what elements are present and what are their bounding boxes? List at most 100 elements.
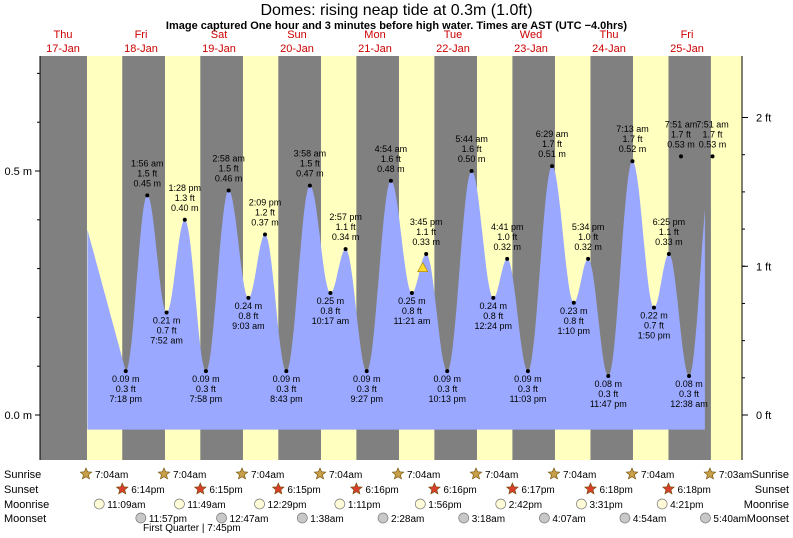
day-of-week-label: Mon [364,29,385,41]
extreme-m-label: 0.45 m [134,178,162,188]
tide-extreme-point [388,178,393,183]
date-label: 17-Jan [46,43,80,55]
sunset-icon [505,482,519,495]
extreme-time-label: 9:03 am [232,321,265,331]
sunset-icon [271,482,285,495]
extreme-ft-label: 1.5 ft [137,168,158,178]
day-of-week-label: Thu [600,29,619,41]
moonset-icon [539,512,550,524]
tide-extreme-point [328,291,333,295]
moonset-icon [458,512,470,524]
sunrise-time: 7:04am [485,470,518,481]
moonrise-time: 1:11pm [348,500,381,511]
extreme-time-label: 1:28 pm [169,183,202,193]
moonset-time: 3:18am [472,514,505,525]
extreme-time-label: 9:27 pm [350,394,383,404]
tide-extreme-point [284,369,289,374]
moonrise-time: 3:31pm [589,500,622,511]
moonset-icon [700,512,711,524]
extreme-m-label: 0.32 m [493,242,521,252]
extreme-time-label: 2:09 pm [249,197,282,207]
sunset-time: 6:17pm [521,485,554,496]
extreme-ft-label: 1.1 ft [416,227,437,237]
extreme-m-label: 0.09 m [433,374,461,384]
sunrise-icon [547,467,561,480]
moonrise-icon [495,498,507,510]
extreme-ft-label: 0.3 ft [679,389,700,399]
sunrise-icon [625,467,639,480]
tide-extreme-point [666,251,671,256]
extreme-ft-label: 1.6 ft [381,154,402,164]
tide-extreme-point [262,232,267,237]
sunset-icon [193,482,207,495]
extreme-m-label: 0.53 m [667,139,695,149]
day-of-week-label: Sat [211,29,228,41]
extreme-ft-label: 0.8 ft [238,311,259,321]
extreme-m-label: 0.24 m [480,301,508,311]
extreme-ft-label: 0.3 ft [357,384,378,394]
tide-extreme-point [586,256,591,261]
tide-extreme-point [343,247,348,252]
tide-extreme-point [364,369,369,374]
extreme-time-label: 1:50 pm [638,331,671,341]
extreme-time-label: 7:51 am [696,119,729,129]
moon-phase-label: First Quarter | 7:45pm [143,523,241,534]
moonrise-icon [414,498,426,510]
tide-extreme-point [226,188,231,193]
moonset-time: 1:38am [310,514,343,525]
tide-extreme-point [424,251,429,256]
extreme-time-label: 10:17 am [312,316,350,326]
tide-extreme-point [630,159,635,164]
tide-extreme-point [182,217,187,222]
sunset-time: 6:15pm [287,485,320,496]
sunset-row-label-right: Sunset [755,484,789,496]
extreme-ft-label: 1.3 ft [175,193,196,203]
sunrise-icon [313,467,327,480]
day-of-week-label: Fri [681,29,694,41]
sunrise-row-label-right: Sunrise [752,469,789,481]
tide-extreme-point [123,369,128,374]
extreme-ft-label: 0.3 ft [437,384,458,394]
tide-extreme-point [246,295,251,300]
tide-extreme-point [651,305,656,310]
moonset-time: 5:40am [713,514,746,525]
extreme-time-label: 2:58 am [212,154,245,164]
tide-extreme-point [491,295,496,300]
tide-extreme-point [571,300,576,305]
extreme-ft-label: 1.0 ft [497,232,518,242]
extreme-ft-label: 0.3 ft [276,384,297,394]
extreme-m-label: 0.46 m [215,174,243,184]
moonrise-row-label-right: Moonrise [744,499,789,511]
sunrise-time: 7:03am [719,470,752,481]
extreme-ft-label: 1.5 ft [219,164,240,174]
sunrise-time: 7:04am [329,470,362,481]
extreme-time-label: 12:38 am [670,399,708,409]
extreme-time-label: 7:13 am [616,124,649,134]
extreme-time-label: 1:56 am [131,158,164,168]
tide-extreme-point [469,169,474,173]
extreme-m-label: 0.37 m [251,217,279,227]
sunrise-icon [391,467,405,480]
moonrise-row-label-left: Moonrise [4,499,49,511]
day-of-week-label: Tue [444,29,463,41]
moonset-icon [619,512,631,524]
extreme-time-label: 8:43 pm [270,394,303,404]
sunrise-icon [235,467,249,480]
extreme-time-label: 5:34 pm [572,222,605,232]
extreme-time-label: 2:57 pm [329,212,362,222]
extreme-ft-label: 0.3 ft [196,384,217,394]
date-label: 25-Jan [670,43,704,55]
sunset-icon [115,482,129,495]
moonset-icon [296,512,308,524]
extreme-m-label: 0.08 m [675,379,703,389]
extreme-time-label: 12:24 pm [475,321,513,331]
moonrise-icon [254,498,265,510]
extreme-ft-label: 1.2 ft [255,207,276,217]
sunrise-time: 7:04am [95,470,128,481]
extreme-time-label: 11:03 pm [509,394,546,404]
extreme-m-label: 0.33 m [412,237,440,247]
sunset-icon [584,482,597,495]
right-axis-tick-label: 2 ft [756,113,771,125]
extreme-m-label: 0.40 m [171,203,199,213]
